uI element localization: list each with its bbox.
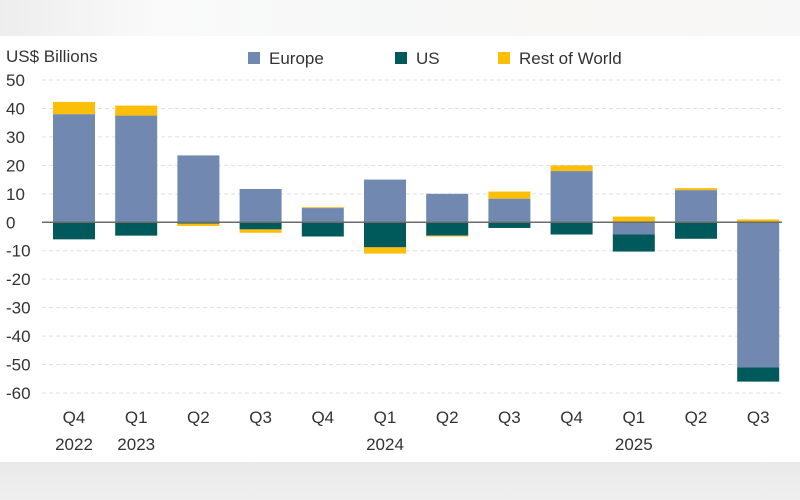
y-tick-label: 30 <box>6 128 25 147</box>
bar-rest-of-world <box>115 105 158 116</box>
bar-rest-of-world <box>426 235 469 237</box>
gridlines <box>42 79 782 394</box>
y-tick-label: -60 <box>6 384 31 403</box>
bar-rest-of-world <box>675 188 717 191</box>
bar-us <box>737 367 780 382</box>
x-tick-quarter: Q1 <box>374 408 397 427</box>
legend-swatch-europe <box>248 52 260 64</box>
bar-rest-of-world <box>364 247 406 254</box>
bar-rest-of-world <box>488 191 531 199</box>
bar-rest-of-world <box>550 165 593 172</box>
bar-rest-of-world <box>239 229 282 233</box>
x-tick-quarter: Q3 <box>498 408 521 427</box>
x-tick-quarter: Q2 <box>187 408 210 427</box>
bar-europe <box>550 171 593 223</box>
bar-europe <box>301 208 344 223</box>
x-tick-year: 2023 <box>117 435 155 454</box>
bar-rest-of-world <box>53 101 95 115</box>
bar-us <box>364 222 406 248</box>
bar-europe <box>239 188 282 223</box>
x-axis-ticks: Q4 2022 Q1 2023 Q2 Q3 Q4 Q1 2024 Q2 Q3 Q4 Q1 2025 Q2 Q3 <box>55 408 769 454</box>
y-axis-label: US$ Billions <box>6 47 98 66</box>
bar-us <box>239 222 282 230</box>
y-tick-label: -10 <box>6 242 31 261</box>
x-tick-quarter: Q1 <box>125 408 148 427</box>
legend-label: US <box>416 49 440 68</box>
bar-europe <box>737 222 780 368</box>
bar-europe <box>612 222 655 235</box>
bar-europe <box>675 190 717 223</box>
bar-europe <box>115 115 158 223</box>
y-tick-label: -20 <box>6 270 31 289</box>
y-tick-label: -40 <box>6 327 31 346</box>
bar-rest-of-world <box>612 216 655 223</box>
x-tick-year: 2025 <box>615 435 653 454</box>
x-tick-quarter: Q4 <box>560 408 583 427</box>
bar-europe <box>488 198 531 223</box>
x-tick-year: 2024 <box>366 435 404 454</box>
bottom-background-band <box>0 462 800 500</box>
bar-us <box>426 222 469 236</box>
x-tick-quarter: Q4 <box>311 408 334 427</box>
legend-swatch-rest-of-world <box>498 52 510 64</box>
bar-rest-of-world <box>177 223 220 226</box>
y-tick-label: -30 <box>6 299 31 318</box>
y-tick-label: 10 <box>6 185 25 204</box>
x-tick-quarter: Q4 <box>63 408 86 427</box>
top-background-band <box>0 0 800 36</box>
bar-us <box>301 222 344 237</box>
legend-label: Rest of World <box>519 49 622 68</box>
bar-us <box>550 222 593 235</box>
bar-europe <box>426 193 469 223</box>
legend-swatch-us <box>395 52 407 64</box>
bar-europe <box>53 114 95 223</box>
x-tick-quarter: Q3 <box>249 408 272 427</box>
x-tick-quarter: Q2 <box>685 408 708 427</box>
legend-label: Europe <box>269 49 324 68</box>
x-tick-quarter: Q2 <box>436 408 459 427</box>
bar-europe <box>364 179 406 223</box>
bar-us <box>612 234 655 252</box>
y-tick-label: 50 <box>6 71 25 90</box>
bar-us <box>488 222 531 228</box>
x-tick-quarter: Q1 <box>622 408 645 427</box>
bar-us <box>53 222 95 240</box>
bar-europe <box>177 155 220 223</box>
bars <box>53 101 780 382</box>
bar-rest-of-world <box>737 219 780 223</box>
bar-rest-of-world <box>301 207 344 209</box>
y-tick-label: -50 <box>6 356 31 375</box>
x-tick-quarter: Q3 <box>747 408 770 427</box>
y-axis-ticks: 50 40 30 20 10 0 -10 -20 -30 -40 -50 -60 <box>6 71 31 403</box>
y-tick-label: 0 <box>6 213 15 232</box>
x-tick-year: 2022 <box>55 435 93 454</box>
y-tick-label: 20 <box>6 156 25 175</box>
bar-us <box>675 222 717 239</box>
legend: Europe US Rest of World <box>248 49 622 68</box>
y-tick-label: 40 <box>6 99 25 118</box>
bar-us <box>115 222 158 236</box>
